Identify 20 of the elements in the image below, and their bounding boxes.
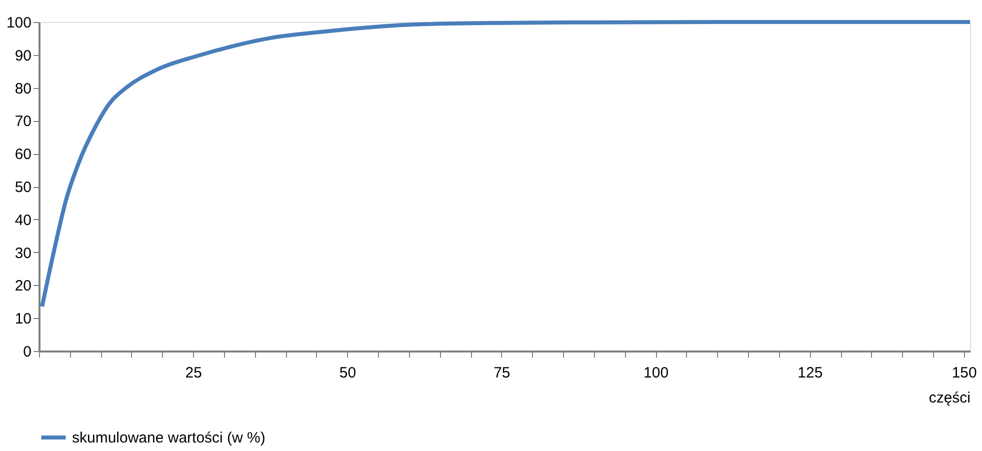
x-tick-label: 125 bbox=[798, 364, 823, 382]
y-tick-label: 90 bbox=[14, 47, 32, 64]
y-tick-label: 20 bbox=[14, 278, 32, 295]
x-tick-label: 75 bbox=[494, 364, 510, 382]
y-tick-label: 30 bbox=[14, 244, 32, 262]
x-tick-label: 150 bbox=[952, 364, 977, 382]
y-tick-label: 70 bbox=[14, 113, 32, 130]
y-tick-label: 10 bbox=[14, 310, 32, 328]
y-tick-label: 50 bbox=[14, 179, 32, 196]
y-tick-label: 0 bbox=[23, 344, 32, 360]
line-series bbox=[40, 20, 972, 309]
x-tick-label: 25 bbox=[185, 364, 202, 382]
y-tick-label: 40 bbox=[14, 212, 32, 229]
x-tick-label: 100 bbox=[644, 364, 669, 382]
y-tick-label: 60 bbox=[14, 146, 32, 164]
y-tick-label: 80 bbox=[14, 80, 32, 98]
y-tick-label: 100 bbox=[6, 14, 32, 32]
legend-label: skumulowane wartości (w %) bbox=[72, 430, 266, 446]
x-tick-label: 50 bbox=[339, 364, 356, 382]
x-axis-title: części bbox=[928, 390, 970, 406]
